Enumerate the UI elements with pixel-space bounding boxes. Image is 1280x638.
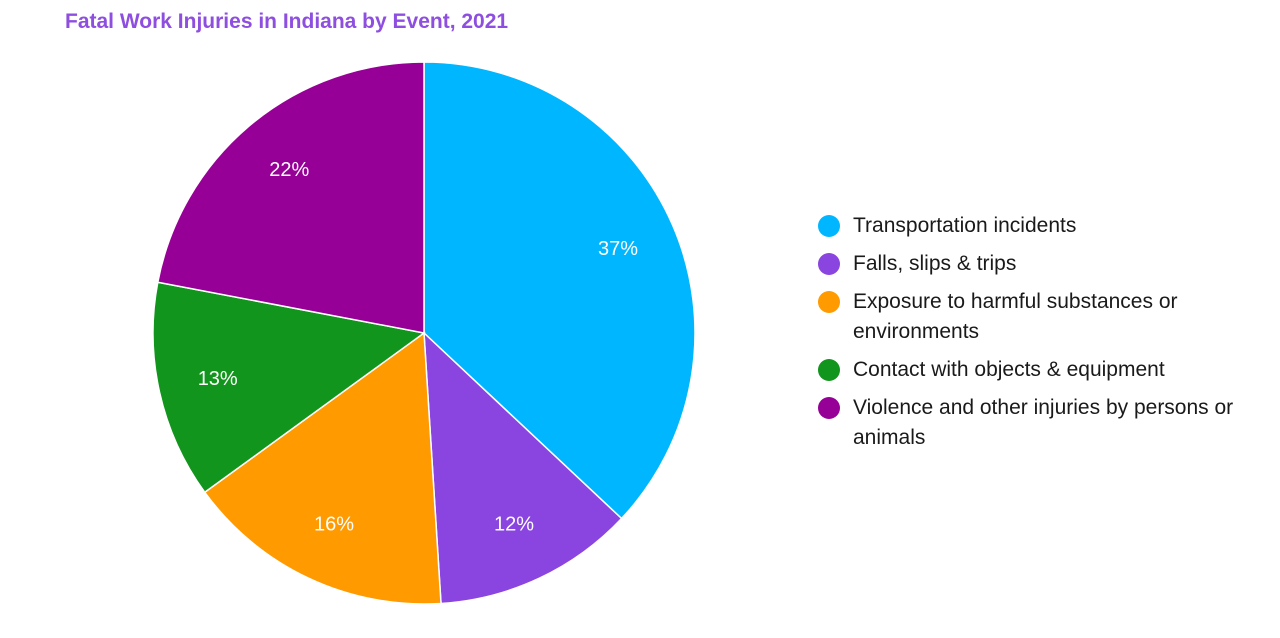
legend-label-2: Falls, slips & trips [853, 252, 1017, 275]
legend-label-1: Transportation incidents [853, 214, 1077, 237]
legend: Transportation incidents Falls, slips & t… [818, 211, 1258, 461]
legend-swatch-4 [818, 359, 840, 381]
pie-slice-5 [156, 61, 425, 334]
legend-item-4: Contact with objects & equipment [818, 355, 1258, 385]
pie-slice-2 [423, 331, 623, 605]
legend-label-3: Exposure to harmful substances or enviro… [853, 290, 1178, 343]
legend-swatch-2 [818, 253, 840, 275]
slice-label-4: 13% [198, 368, 238, 390]
legend-item-5: Violence and other injuries by persons o… [818, 393, 1258, 453]
pie-slice-3 [203, 331, 442, 605]
pie-slice-4 [152, 281, 426, 494]
slice-label-3: 16% [314, 513, 354, 535]
legend-swatch-5 [818, 397, 840, 419]
slice-label-2: 12% [494, 513, 534, 535]
legend-label-4: Contact with objects & equipment [853, 358, 1165, 381]
slice-label-5: 22% [269, 159, 309, 181]
chart-title: Fatal Work Injuries in Indiana by Event,… [65, 10, 509, 33]
pie-chart: 37% 12% 16% 13% 22% [152, 61, 696, 605]
legend-item-2: Falls, slips & trips [818, 249, 1258, 279]
legend-swatch-1 [818, 215, 840, 237]
slice-label-1: 37% [598, 238, 638, 260]
legend-label-5: Violence and other injuries by persons o… [853, 396, 1234, 449]
legend-swatch-3 [818, 291, 840, 313]
legend-item-1: Transportation incidents [818, 211, 1258, 241]
pie-slice-1 [423, 61, 696, 520]
legend-item-3: Exposure to harmful substances or enviro… [818, 287, 1258, 347]
